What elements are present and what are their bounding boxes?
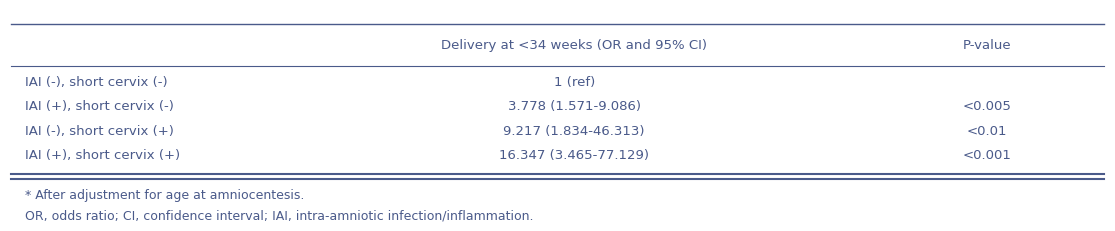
Text: 1 (ref): 1 (ref): [554, 76, 594, 88]
Text: 9.217 (1.834-46.313): 9.217 (1.834-46.313): [504, 125, 644, 138]
Text: 3.778 (1.571-9.086): 3.778 (1.571-9.086): [507, 100, 641, 113]
Text: OR, odds ratio; CI, confidence interval; IAI, intra-amniotic infection/inflammat: OR, odds ratio; CI, confidence interval;…: [25, 210, 533, 222]
Text: IAI (-), short cervix (-): IAI (-), short cervix (-): [25, 76, 167, 88]
Text: P-value: P-value: [962, 39, 1011, 52]
Text: * After adjustment for age at amniocentesis.: * After adjustment for age at amniocente…: [25, 189, 304, 202]
Text: IAI (+), short cervix (-): IAI (+), short cervix (-): [25, 100, 174, 113]
Text: <0.001: <0.001: [962, 149, 1011, 162]
Text: IAI (+), short cervix (+): IAI (+), short cervix (+): [25, 149, 180, 162]
Text: 16.347 (3.465-77.129): 16.347 (3.465-77.129): [500, 149, 649, 162]
Text: IAI (-), short cervix (+): IAI (-), short cervix (+): [25, 125, 174, 138]
Text: Delivery at <34 weeks (OR and 95% CI): Delivery at <34 weeks (OR and 95% CI): [442, 39, 707, 52]
Text: <0.01: <0.01: [967, 125, 1007, 138]
Text: <0.005: <0.005: [962, 100, 1011, 113]
